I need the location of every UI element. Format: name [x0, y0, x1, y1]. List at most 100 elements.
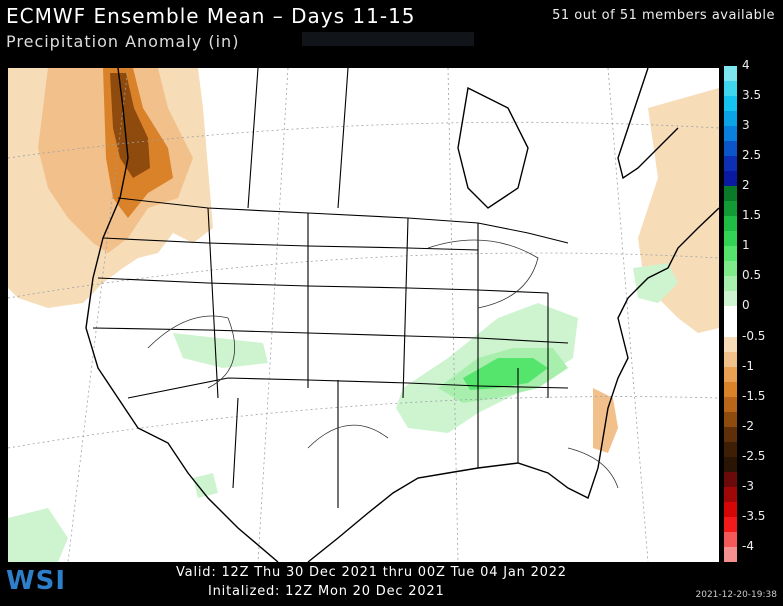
- colorbar-step: [724, 351, 782, 367]
- boundaries: [92, 68, 569, 508]
- colorbar-swatch: [724, 411, 737, 427]
- colorbar-swatch: [724, 231, 737, 247]
- colorbar-label: -2: [742, 418, 754, 433]
- colorbar-step: 0: [724, 298, 782, 322]
- colorbar-swatch: [724, 291, 737, 307]
- colorbar-swatch: [724, 126, 737, 142]
- coastlines: [85, 68, 719, 562]
- anomaly-wet-east: [633, 263, 678, 303]
- anomaly-dry-coast-dark: [110, 73, 150, 178]
- colorbar-step: 0.5: [724, 268, 782, 292]
- graticule: [8, 68, 719, 562]
- colorbar-step: [724, 201, 782, 217]
- faint-label-box: [302, 32, 474, 46]
- colorbar-swatch: [724, 306, 737, 322]
- valid-time: Valid: 12Z Thu 30 Dec 2021 thru 00Z Tue …: [176, 565, 567, 580]
- colorbar-label: -4: [742, 538, 754, 553]
- colorbar-step: 1.5: [724, 208, 782, 232]
- colorbar-label: -3.5: [742, 508, 766, 523]
- colorbar-swatch: [724, 141, 737, 157]
- precip-anomaly-map: [8, 68, 719, 562]
- anomaly-wet-core: [463, 358, 548, 390]
- colorbar-swatch: [724, 471, 737, 487]
- colorbar-swatch: [724, 111, 737, 127]
- colorbar-label: 2: [742, 178, 750, 193]
- colorbar-step: -1: [724, 359, 782, 382]
- colorbar: 4 3.5 3 2.5 2 1.5 1 0.5 0 -0.5 -1 -1.5 -2 -2.5 -3 -3.5 -…: [724, 58, 782, 562]
- colorbar-label: 0: [742, 298, 750, 313]
- colorbar-swatch: [724, 81, 737, 97]
- colorbar-step: [724, 411, 782, 427]
- anomaly-wet-spot: [193, 473, 218, 498]
- colorbar-swatch: [724, 246, 737, 262]
- colorbar-step: [724, 141, 782, 157]
- colorbar-swatch: [724, 96, 737, 112]
- anomaly-wet-southwest: [173, 333, 268, 368]
- map-subtitle: Precipitation Anomaly (in): [6, 32, 240, 51]
- colorbar-step: -1.5: [724, 389, 782, 412]
- colorbar-step: 2: [724, 178, 782, 202]
- colorbar-swatch: [724, 501, 737, 517]
- colorbar-step: [724, 291, 782, 307]
- colorbar-step: 3.5: [724, 88, 782, 112]
- colorbar-swatch: [724, 66, 737, 82]
- colorbar-step: 4: [724, 58, 782, 82]
- colorbar-label: 1: [742, 238, 750, 253]
- anomaly-wet-mexico: [8, 508, 68, 562]
- colorbar-swatch: [724, 441, 737, 457]
- colorbar-swatch: [724, 486, 737, 502]
- colorbar-label: -3: [742, 478, 754, 493]
- colorbar-swatch: [724, 426, 737, 442]
- colorbar-swatch: [724, 186, 737, 202]
- initialized-time: Initalized: 12Z Mon 20 Dec 2021: [208, 584, 445, 599]
- colorbar-swatch: [724, 516, 737, 532]
- colorbar-label: 3.5: [742, 88, 762, 103]
- colorbar-label: 2.5: [742, 148, 762, 163]
- colorbar-step: 1: [724, 238, 782, 262]
- colorbar-label: 4: [742, 58, 750, 72]
- members-available: 51 out of 51 members available: [552, 8, 775, 23]
- colorbar-step: [724, 171, 782, 187]
- colorbar-step: -2: [724, 419, 782, 442]
- colorbar-label: -0.5: [742, 328, 766, 343]
- colorbar-step: [724, 231, 782, 247]
- colorbar-label: -1: [742, 358, 754, 373]
- colorbar-step: [724, 321, 782, 337]
- generated-timestamp: 2021-12-20-19:38: [695, 590, 778, 600]
- colorbar-swatch: [724, 381, 737, 397]
- colorbar-step: [724, 261, 782, 277]
- colorbar-label: 0.5: [742, 268, 762, 283]
- contours: [147, 239, 619, 489]
- wsi-logo: WSI: [6, 566, 67, 596]
- colorbar-step: 3: [724, 118, 782, 142]
- colorbar-swatch: [724, 546, 737, 562]
- colorbar-step: -2.5: [724, 449, 782, 472]
- colorbar-label: 3: [742, 118, 750, 133]
- colorbar-step: -3.5: [724, 509, 782, 532]
- colorbar-step: [724, 111, 782, 127]
- colorbar-step: [724, 81, 782, 97]
- colorbar-swatch: [724, 366, 737, 382]
- colorbar-step: -4: [724, 539, 782, 562]
- colorbar-step: [724, 531, 782, 547]
- colorbar-swatch: [724, 156, 737, 172]
- colorbar-step: [724, 501, 782, 517]
- colorbar-swatch: [724, 321, 737, 337]
- colorbar-swatch: [724, 531, 737, 547]
- footer: WSI Valid: 12Z Thu 30 Dec 2021 thru 00Z …: [0, 562, 783, 606]
- colorbar-label: -2.5: [742, 448, 766, 463]
- colorbar-step: [724, 471, 782, 487]
- colorbar-swatch: [724, 336, 737, 352]
- colorbar-swatch: [724, 456, 737, 472]
- colorbar-step: -3: [724, 479, 782, 502]
- colorbar-label: -1.5: [742, 388, 766, 403]
- colorbar-swatch: [724, 216, 737, 232]
- colorbar-swatch: [724, 351, 737, 367]
- colorbar-swatch: [724, 261, 737, 277]
- colorbar-swatch: [724, 201, 737, 217]
- colorbar-swatch: [724, 396, 737, 412]
- colorbar-step: [724, 381, 782, 397]
- header: ECMWF Ensemble Mean – Days 11-15 Precipi…: [0, 0, 783, 62]
- colorbar-swatch: [724, 276, 737, 292]
- colorbar-label: 1.5: [742, 208, 762, 223]
